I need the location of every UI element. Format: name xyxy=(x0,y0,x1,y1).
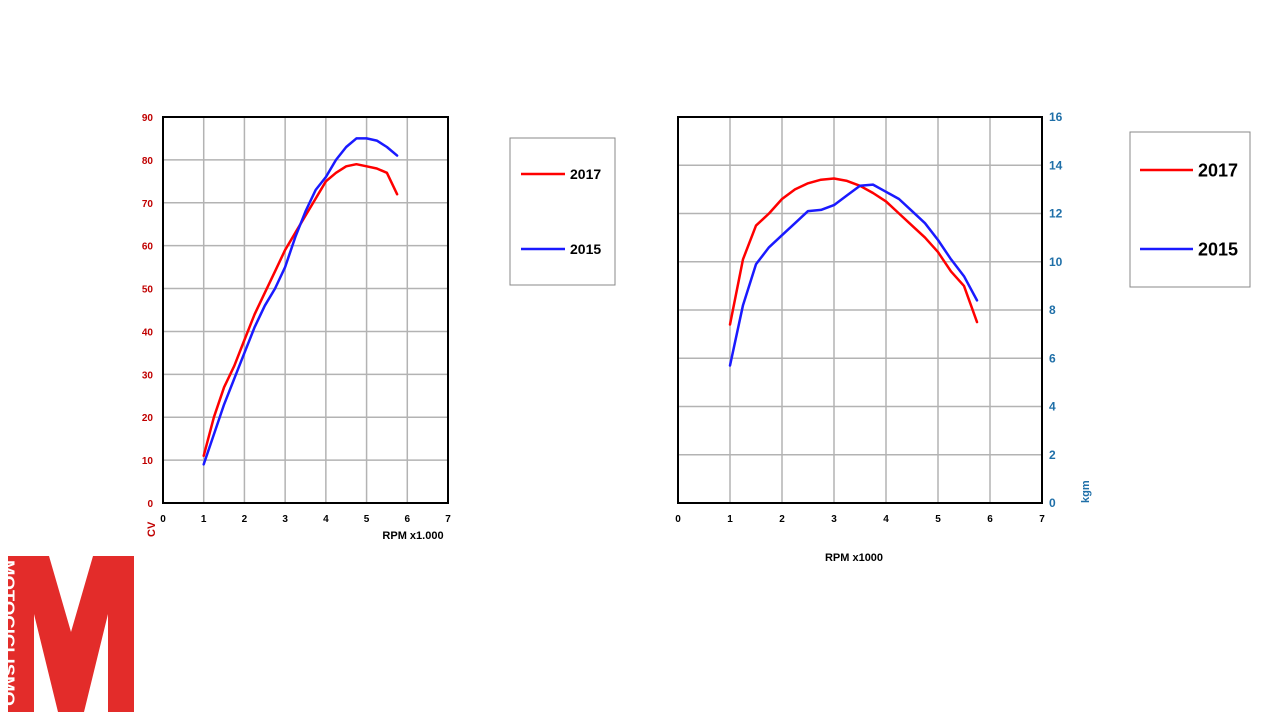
x-axis-label: RPM x1.000 xyxy=(382,530,443,542)
series-line-2015 xyxy=(728,183,979,367)
y-tick-label: 2 xyxy=(1049,448,1056,462)
y-tick-label: 80 xyxy=(142,156,154,167)
x-tick-label: 7 xyxy=(445,514,451,525)
y-tick-label: 30 xyxy=(142,370,154,381)
x-tick-label: 4 xyxy=(323,514,329,525)
plot-frame xyxy=(162,116,449,504)
x-tick-label: 6 xyxy=(987,514,993,525)
legend-box xyxy=(509,137,616,286)
plot-area xyxy=(163,117,448,503)
y-tick-label: 50 xyxy=(142,285,154,296)
y-tick-label: 60 xyxy=(142,242,154,253)
legend-box xyxy=(1129,131,1251,288)
x-tick-label: 1 xyxy=(727,514,733,525)
y-axis-label: kgm xyxy=(1080,480,1092,503)
y-tick-label: 0 xyxy=(1049,496,1056,510)
x-tick-label: 2 xyxy=(779,514,785,525)
y-tick-label: 40 xyxy=(142,327,154,338)
motociclismo-m-logo xyxy=(8,556,134,712)
x-tick-label: 1 xyxy=(201,514,207,525)
x-tick-label: 7 xyxy=(1039,514,1045,525)
series-line-2017 xyxy=(728,177,979,326)
x-tick-label: 2 xyxy=(242,514,248,525)
x-tick-label: 6 xyxy=(405,514,411,525)
y-tick-label: 16 xyxy=(1049,110,1063,124)
x-tick-label: 3 xyxy=(831,514,837,525)
y-tick-label: 6 xyxy=(1049,351,1056,365)
y-tick-label: 10 xyxy=(1049,255,1063,269)
y-tick-label: 8 xyxy=(1049,303,1056,317)
legend-label-2017: 2017 xyxy=(570,166,601,182)
x-tick-label: 3 xyxy=(282,514,288,525)
plot-frame xyxy=(677,116,1043,504)
y-tick-label: 0 xyxy=(147,499,153,510)
x-tick-label: 5 xyxy=(935,514,941,525)
logo-text: MOTOCICLISMO xyxy=(8,560,17,706)
x-tick-label: 4 xyxy=(883,514,889,525)
y-tick-label: 4 xyxy=(1049,400,1056,414)
legend-label-2015: 2015 xyxy=(1198,239,1238,259)
y-tick-label: 20 xyxy=(142,413,154,424)
motociclismo-logo: MOTOCICLISMO xyxy=(8,556,134,712)
legend-label-2015: 2015 xyxy=(570,241,601,257)
y-tick-label: 70 xyxy=(142,199,154,210)
y-tick-label: 90 xyxy=(142,113,154,124)
x-axis-label: RPM x1000 xyxy=(825,552,883,564)
legend-label-2017: 2017 xyxy=(1198,160,1238,180)
y-axis-label: CV xyxy=(146,521,158,537)
x-tick-label: 0 xyxy=(160,514,166,525)
y-tick-label: 12 xyxy=(1049,207,1063,221)
y-tick-label: 10 xyxy=(142,456,154,467)
x-tick-label: 0 xyxy=(675,514,681,525)
y-tick-label: 14 xyxy=(1049,158,1063,172)
series-line-2015 xyxy=(202,137,399,466)
x-tick-label: 5 xyxy=(364,514,370,525)
